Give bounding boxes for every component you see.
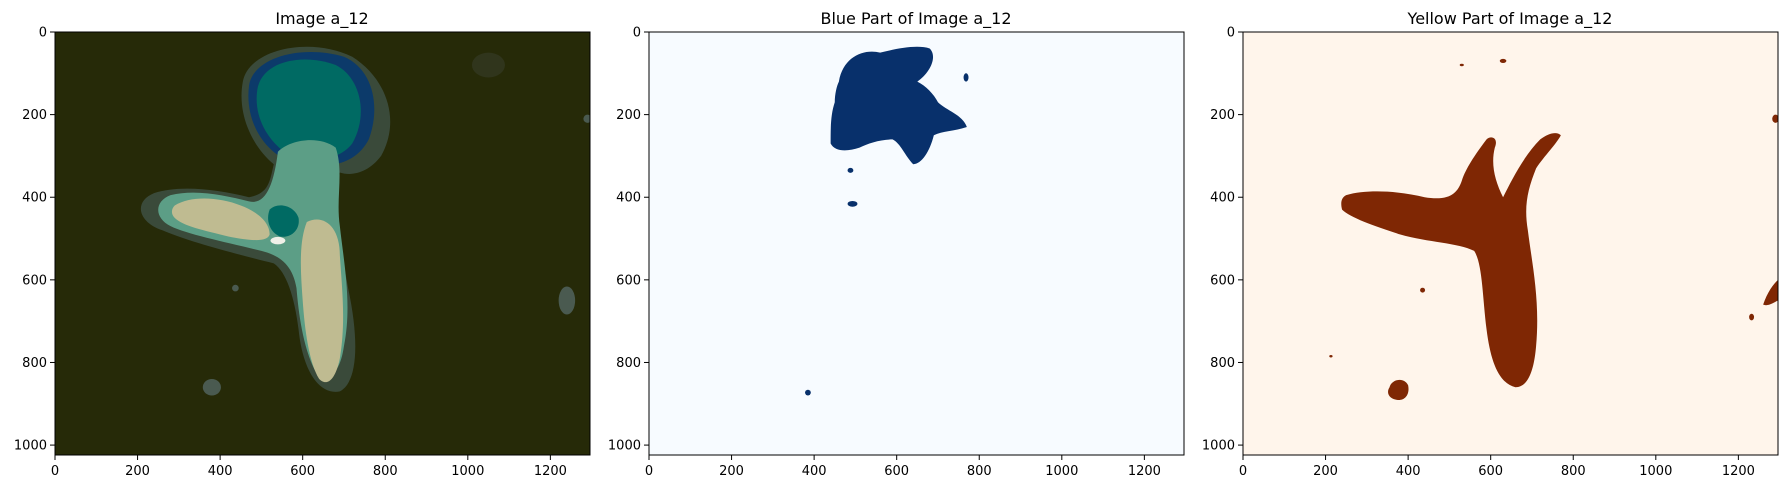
- xtick-label: 1000: [1045, 464, 1078, 479]
- blue-mask-dot-4: [805, 389, 811, 396]
- ytick-label: 0: [633, 26, 641, 41]
- yellow-mask-ring: [1388, 379, 1409, 401]
- xtick-label: 600: [1478, 464, 1503, 479]
- image-tan-tail: [300, 219, 344, 383]
- blue-mask-dot-2: [847, 200, 858, 207]
- ytick-label: 800: [1210, 356, 1235, 371]
- panel-blue-title: Blue Part of Image a_12: [820, 9, 1011, 29]
- yellow-mask-dot-1: [1772, 114, 1778, 123]
- blue-mask-dot-3: [847, 167, 854, 173]
- panel-yellow-yticks: 0 200 400 600 800 1000: [1202, 26, 1243, 454]
- yellow-mask-dot-5: [1459, 63, 1464, 67]
- yellow-mask-dot-3: [1420, 287, 1426, 293]
- yellow-mask-dot-2: [1749, 313, 1755, 321]
- panel-yellow-plot: [1243, 32, 1778, 455]
- xtick-label: 1200: [534, 464, 567, 479]
- xtick-label: 400: [802, 464, 827, 479]
- ytick-label: 0: [1227, 26, 1235, 41]
- panel-blue-frame: [648, 31, 1185, 456]
- blue-mask-main: [830, 46, 967, 165]
- ytick-label: 200: [616, 108, 641, 123]
- xtick-label: 0: [1239, 464, 1247, 479]
- image-debris-4: [471, 52, 505, 78]
- xtick-label: 600: [884, 464, 909, 479]
- image-debris-3: [583, 114, 590, 123]
- xtick-label: 1200: [1722, 464, 1755, 479]
- image-debris-1: [202, 378, 221, 396]
- ytick-label: 800: [616, 356, 641, 371]
- xtick-label: 1000: [451, 464, 484, 479]
- ytick-label: 1000: [1202, 439, 1235, 454]
- image-tan-arm: [171, 198, 270, 241]
- ytick-label: 200: [22, 108, 47, 123]
- xtick-label: 600: [290, 464, 315, 479]
- panel-yellow-frame: [1242, 31, 1779, 456]
- ytick-label: 600: [1210, 273, 1235, 288]
- panel-image-yticks: 0 200 400 600 800 1000: [14, 26, 55, 454]
- blue-mask-dot-1: [963, 73, 969, 82]
- xtick-label: 400: [208, 464, 233, 479]
- ytick-label: 400: [22, 191, 47, 206]
- yellow-mask-edge: [1763, 279, 1778, 306]
- yellow-mask-dot-6: [1329, 355, 1333, 358]
- ytick-label: 800: [22, 356, 47, 371]
- panel-blue-yticks: 0 200 400 600 800 1000: [608, 26, 649, 454]
- ytick-label: 1000: [608, 439, 641, 454]
- ytick-label: 0: [39, 26, 47, 41]
- xtick-label: 800: [1561, 464, 1586, 479]
- xtick-label: 800: [967, 464, 992, 479]
- xtick-label: 200: [125, 464, 150, 479]
- xtick-label: 0: [645, 464, 653, 479]
- panel-image-xticks: 0 200 400 600 800 1000 1200: [51, 455, 567, 479]
- xtick-label: 200: [1313, 464, 1338, 479]
- xtick-label: 800: [373, 464, 398, 479]
- panel-blue-xticks: 0 200 400 600 800 1000 1200: [645, 455, 1161, 479]
- xtick-label: 200: [719, 464, 744, 479]
- xtick-label: 1200: [1128, 464, 1161, 479]
- image-debris-2: [558, 286, 576, 315]
- panel-image: Image a_12 0 200 400 60: [14, 9, 591, 479]
- image-teal-patch: [268, 205, 299, 237]
- panel-image-frame: [54, 31, 591, 456]
- panel-image-plot: [55, 32, 590, 455]
- xtick-label: 400: [1396, 464, 1421, 479]
- panel-blue-plot: [649, 32, 1184, 455]
- panel-yellow-title: Yellow Part of Image a_12: [1407, 9, 1613, 29]
- ytick-label: 400: [1210, 191, 1235, 206]
- yellow-mask-main: [1341, 133, 1561, 388]
- panel-blue: Blue Part of Image a_12 0 200 400 600 800 100…: [608, 9, 1185, 479]
- ytick-label: 400: [616, 191, 641, 206]
- image-debris-5: [232, 284, 239, 292]
- ytick-label: 600: [22, 273, 47, 288]
- ytick-label: 200: [1210, 108, 1235, 123]
- ytick-label: 600: [616, 273, 641, 288]
- ytick-label: 1000: [14, 439, 47, 454]
- image-teal-head: [256, 59, 361, 161]
- panel-yellow: Yellow Part of Image a_12 0 200 400 600 800 1…: [1202, 9, 1779, 479]
- xtick-label: 1000: [1639, 464, 1672, 479]
- panel-image-title: Image a_12: [275, 9, 368, 29]
- yellow-mask-dot-4: [1499, 58, 1507, 63]
- image-white-spot: [270, 236, 286, 245]
- xtick-label: 0: [51, 464, 59, 479]
- panel-yellow-xticks: 0 200 400 600 800 1000 1200: [1239, 455, 1755, 479]
